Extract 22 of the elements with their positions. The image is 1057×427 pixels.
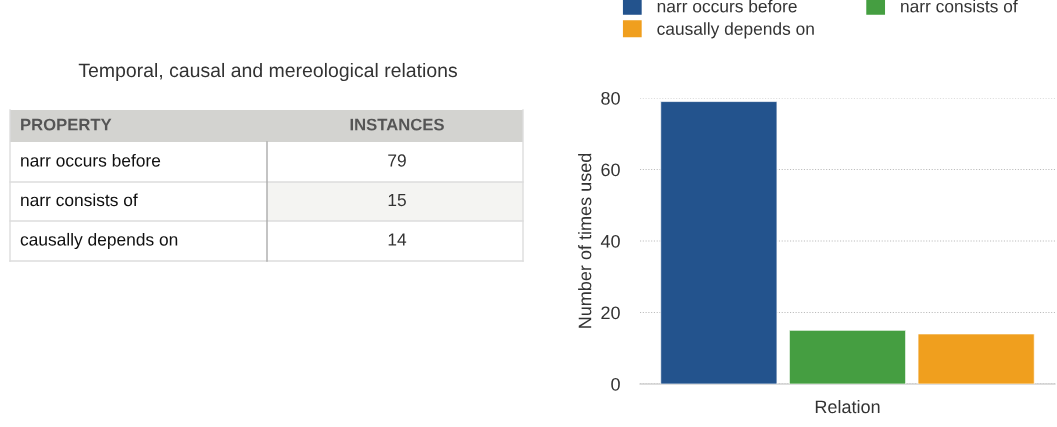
- text: causally depends on: [20, 232, 178, 250]
- text: narr consists of: [21, 193, 138, 207]
- text: PROPERTY: [21, 118, 112, 131]
- bar: [789, 330, 906, 384]
- legend-label: narr occurs before: [657, 0, 797, 13]
- y-tick-label: 80: [601, 91, 620, 105]
- text: narr occurs before: [21, 153, 161, 167]
- y-tick-label: 20: [601, 306, 620, 320]
- y-tick-label: 0: [611, 377, 620, 391]
- text: Temporal, causal and mereological relations: [78, 62, 457, 82]
- text: 79: [388, 154, 406, 167]
- legend-label: causally depends on: [657, 22, 814, 39]
- text: 14: [388, 233, 407, 246]
- text: INSTANCES: [350, 118, 444, 131]
- y-tick-label: 40: [600, 234, 620, 248]
- bar: [917, 333, 1035, 384]
- y-axis-title: Number of times used: [578, 153, 592, 328]
- text: 15: [388, 194, 406, 207]
- bar: [660, 101, 778, 384]
- legend-label: narr consists of: [901, 0, 1018, 13]
- x-axis-title: Relation: [815, 399, 880, 414]
- y-tick-label: 60: [601, 163, 620, 177]
